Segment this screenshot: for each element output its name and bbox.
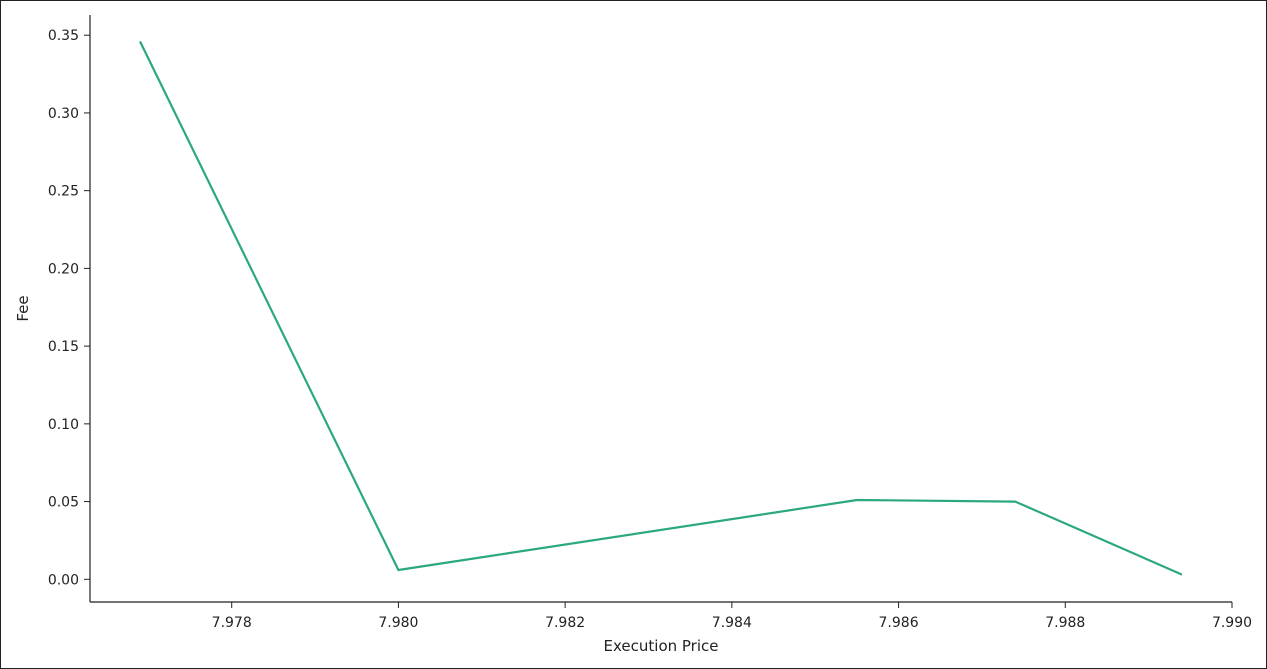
x-tick-label: 7.982 [545, 615, 585, 631]
x-axis-label: Execution Price [604, 637, 719, 655]
y-tick-label: 0.30 [48, 106, 79, 122]
y-tick-label: 0.20 [48, 261, 79, 277]
y-tick-label: 0.05 [48, 495, 79, 511]
y-tick-label: 0.25 [48, 184, 79, 200]
x-tick-label: 7.988 [1045, 615, 1085, 631]
y-tick-label: 0.15 [48, 339, 79, 355]
x-tick-label: 7.984 [712, 615, 752, 631]
x-tick-label: 7.986 [879, 615, 919, 631]
x-tick-label: 7.980 [378, 615, 418, 631]
x-ticks: 7.978 7.980 7.982 7.984 7.986 7.988 7.990 [212, 602, 1252, 631]
y-tick-label: 0.10 [48, 417, 79, 433]
y-ticks: 0.00 0.05 0.10 0.15 0.20 0.25 0.30 0.35 [48, 28, 90, 588]
x-tick-label: 7.978 [212, 615, 252, 631]
y-tick-label: 0.00 [48, 572, 79, 588]
y-tick-label: 0.35 [48, 28, 79, 44]
y-axis-label: Fee [14, 295, 32, 321]
x-tick-label: 7.990 [1212, 615, 1252, 631]
series-line [139, 40, 1183, 576]
axes [89, 15, 1232, 603]
